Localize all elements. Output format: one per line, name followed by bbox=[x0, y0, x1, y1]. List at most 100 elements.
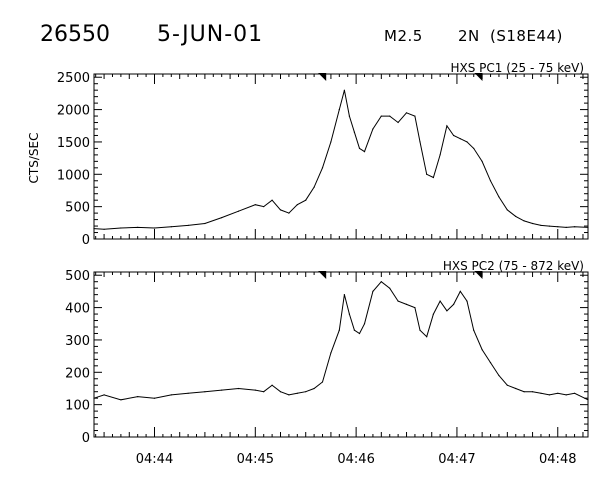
data-point bbox=[587, 399, 589, 401]
data-point bbox=[120, 399, 122, 401]
data-point bbox=[397, 121, 399, 124]
data-point bbox=[405, 112, 408, 114]
data-point bbox=[221, 217, 223, 219]
data-point bbox=[271, 199, 273, 201]
data-point bbox=[389, 115, 391, 117]
data-point bbox=[254, 389, 256, 391]
data-point bbox=[439, 154, 441, 156]
data-point bbox=[120, 227, 122, 229]
data-point bbox=[446, 310, 448, 312]
data-point bbox=[330, 141, 332, 143]
data-point bbox=[330, 352, 332, 354]
data-point bbox=[548, 225, 551, 227]
data-point bbox=[557, 226, 559, 228]
data-point bbox=[565, 226, 567, 228]
data-point bbox=[263, 206, 265, 208]
y-tick-label: 1500 bbox=[57, 136, 90, 151]
data-point bbox=[439, 300, 441, 302]
y-tick-label: 1000 bbox=[57, 168, 90, 183]
data-point bbox=[93, 397, 95, 399]
data-point bbox=[313, 186, 315, 188]
panel2-plot: 0 100 200 300 400 500 04:44 04:45 04:46 04:47 04:4… bbox=[65, 269, 589, 467]
data-point bbox=[93, 228, 95, 230]
data-point bbox=[338, 109, 340, 111]
series-line bbox=[93, 90, 589, 230]
data-point bbox=[305, 199, 307, 201]
data-point bbox=[523, 220, 525, 222]
data-point bbox=[540, 392, 542, 394]
data-point bbox=[170, 226, 172, 228]
data-point bbox=[372, 128, 374, 130]
data-point bbox=[515, 215, 517, 217]
data-point bbox=[296, 392, 298, 394]
data-point bbox=[170, 394, 172, 396]
x-tick-label: 04:45 bbox=[237, 452, 274, 467]
x-tick-label: 04:46 bbox=[337, 452, 374, 467]
y-tick-label: 400 bbox=[65, 302, 90, 317]
data-point bbox=[271, 384, 273, 386]
data-point bbox=[363, 323, 366, 325]
data-point bbox=[459, 138, 461, 140]
x-tick-label: 04:48 bbox=[539, 452, 576, 467]
data-point bbox=[380, 281, 382, 283]
data-point bbox=[548, 394, 551, 396]
data-point bbox=[459, 290, 461, 292]
y-tick-label: 100 bbox=[65, 399, 90, 414]
plot-frame bbox=[93, 271, 589, 438]
y-tick-label: 200 bbox=[65, 366, 90, 381]
data-point bbox=[254, 204, 256, 206]
panel2-title: HXS PC2 (75 - 872 keV) bbox=[443, 259, 584, 273]
data-point bbox=[506, 384, 508, 386]
time-marker bbox=[474, 73, 483, 81]
data-point bbox=[343, 89, 345, 91]
data-point bbox=[305, 391, 307, 393]
data-point bbox=[466, 141, 468, 143]
x-tick-label: 04:47 bbox=[438, 452, 475, 467]
data-point bbox=[353, 329, 355, 331]
data-point bbox=[587, 226, 589, 228]
data-point bbox=[453, 134, 455, 137]
data-point bbox=[540, 224, 542, 226]
data-point bbox=[419, 141, 421, 143]
data-point bbox=[419, 329, 421, 331]
data-point bbox=[343, 294, 345, 296]
data-point bbox=[263, 391, 265, 393]
time-marker bbox=[474, 271, 483, 279]
y-tick-label: 500 bbox=[65, 201, 90, 216]
data-point bbox=[288, 212, 290, 214]
data-point bbox=[432, 176, 434, 179]
data-point bbox=[237, 387, 240, 390]
data-point bbox=[204, 222, 206, 225]
data-point bbox=[380, 115, 382, 117]
time-marker bbox=[318, 271, 327, 279]
data-point bbox=[481, 349, 483, 351]
data-point bbox=[103, 228, 105, 230]
data-point bbox=[348, 115, 350, 117]
event-date: 5-JUN-01 bbox=[157, 22, 263, 47]
x-tick-label: 04:44 bbox=[136, 452, 173, 467]
data-point bbox=[432, 313, 434, 315]
data-point bbox=[446, 125, 448, 127]
y-tick-label: 0 bbox=[82, 431, 90, 446]
time-marker bbox=[318, 73, 327, 81]
series-line bbox=[93, 281, 589, 401]
data-point bbox=[237, 210, 240, 212]
data-point bbox=[137, 396, 139, 398]
data-point bbox=[498, 196, 500, 198]
data-point bbox=[153, 227, 156, 229]
data-point bbox=[532, 222, 534, 225]
data-point bbox=[187, 392, 189, 394]
data-point bbox=[506, 209, 508, 211]
data-point bbox=[363, 151, 366, 153]
data-point bbox=[348, 313, 350, 315]
data-point bbox=[405, 303, 408, 305]
data-point bbox=[321, 381, 324, 383]
data-point bbox=[204, 391, 206, 393]
data-point bbox=[221, 389, 223, 391]
data-point bbox=[557, 392, 559, 394]
event-id: 26550 bbox=[40, 22, 110, 47]
data-point bbox=[313, 387, 315, 390]
data-point bbox=[414, 115, 416, 117]
plot-frame bbox=[93, 73, 589, 240]
data-point bbox=[137, 226, 139, 228]
